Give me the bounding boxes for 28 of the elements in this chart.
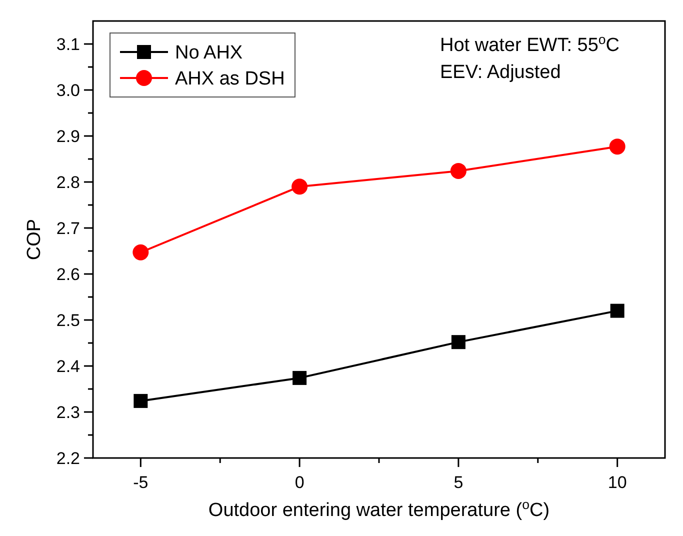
y-tick-label: 2.8 (56, 172, 80, 192)
y-tick-label: 2.3 (56, 402, 80, 422)
y-tick-label: 2.5 (56, 310, 80, 330)
legend-label: No AHX (175, 42, 243, 64)
x-tick-label: -5 (133, 473, 148, 492)
point (134, 394, 148, 408)
y-tick-label: 2.4 (56, 356, 80, 376)
y-axis-title: COP (24, 218, 45, 260)
point (451, 335, 466, 350)
point (450, 162, 466, 179)
annotation: Hot water EWT: 55$^{o}$C (440, 32, 620, 56)
legend-label: AHX as DSH (175, 68, 285, 90)
y-tick-label: 2.6 (56, 264, 80, 284)
annotation: EEV: Adjusted (440, 62, 561, 83)
point (292, 178, 308, 195)
y-tick-label: 3.1 (56, 34, 80, 54)
point (292, 370, 307, 385)
x-axis-title: Outdoor entering water temperature ($^{o}$C) (208, 496, 550, 521)
y-tick-label: 2.2 (56, 448, 80, 468)
point (609, 138, 626, 155)
x-tick-label: 0 (294, 473, 304, 492)
point (610, 304, 624, 318)
x-tick-label: 5 (454, 473, 464, 492)
y-tick-label: 2.7 (56, 218, 80, 238)
x-tick-label: 10 (608, 473, 627, 492)
y-tick-label: 2.9 (56, 126, 80, 146)
y-tick-label: 3.0 (56, 80, 80, 100)
point (132, 244, 149, 260)
